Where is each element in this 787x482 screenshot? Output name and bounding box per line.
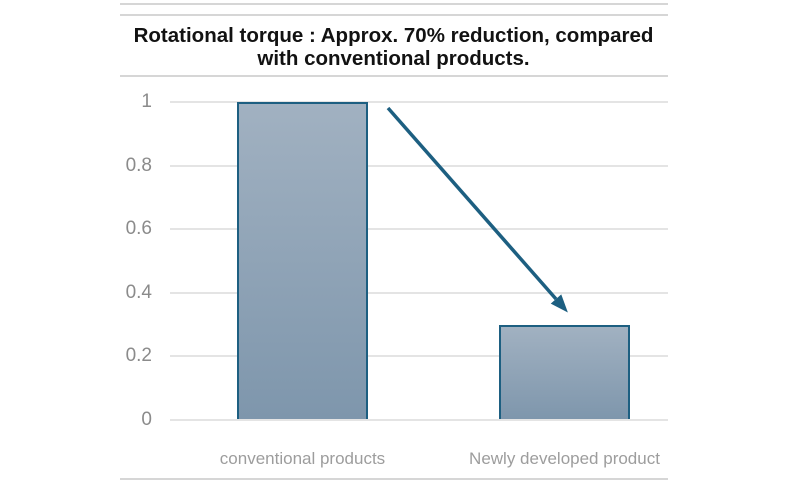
gridline — [170, 355, 668, 358]
bar-newly-developed-product — [499, 324, 630, 420]
separator-line-top-1 — [120, 3, 668, 5]
y-axis-tick-label: 0 — [141, 409, 152, 430]
x-axis-baseline — [170, 419, 668, 421]
x-axis-label-conventional-products: conventional products — [219, 449, 386, 468]
y-axis-tick-label: 0.4 — [125, 281, 152, 303]
y-axis-tick-label: 0.6 — [125, 218, 152, 240]
y-axis-tick-label: 1 — [141, 91, 152, 112]
separator-line-bottom — [120, 478, 668, 480]
bar-conventional-products — [237, 102, 368, 420]
reduction-arrow-line — [386, 106, 568, 313]
separator-line-top-2 — [120, 14, 668, 16]
chart-title-line-1: Rotational torque : Approx. 70% reductio… — [133, 24, 654, 47]
chart-title: Rotational torque : Approx. 70% reductio… — [0, 24, 787, 70]
x-axis-label-newly-developed-product: Newly developed product — [469, 449, 660, 468]
y-axis-tick-label: 0.2 — [125, 345, 152, 367]
separator-line-below-title — [120, 75, 668, 77]
y-axis-tick-label: 0.8 — [125, 154, 152, 176]
gridline — [170, 101, 668, 103]
chart-title-line-2: with conventional products. — [257, 47, 530, 70]
